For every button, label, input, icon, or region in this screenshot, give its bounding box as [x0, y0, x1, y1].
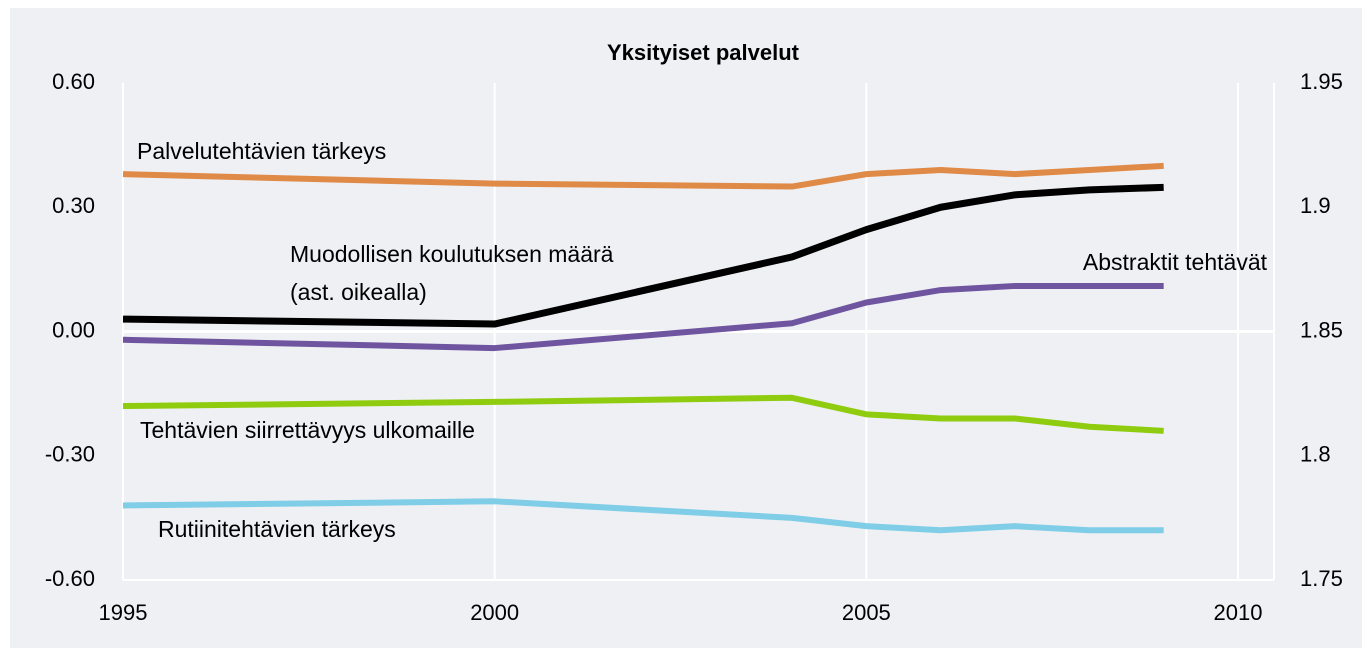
y2-tick-label: 1.85	[1300, 317, 1343, 342]
y-tick-label: -0.30	[45, 442, 95, 467]
x-tick-label: 2000	[470, 600, 519, 625]
y2-tick-label: 1.75	[1300, 566, 1343, 591]
y-tick-label: 0.00	[52, 317, 95, 342]
series-label: Rutiinitehtävien tärkeys	[158, 516, 396, 542]
y2-tick-label: 1.95	[1300, 69, 1343, 94]
series-label: Palvelutehtävien tärkeys	[137, 138, 386, 164]
series-label: Tehtävien siirrettävyys ulkomaille	[140, 417, 475, 443]
y-tick-label: -0.60	[45, 566, 95, 591]
annotation: (ast. oikealla)	[290, 279, 427, 305]
series-label: Muodollisen koulutuksen määrä	[290, 241, 614, 267]
chart-title: Yksityiset palvelut	[607, 40, 800, 65]
y-tick-label: 0.60	[52, 69, 95, 94]
y2-tick-label: 1.9	[1300, 193, 1331, 218]
line-series	[122, 394, 1164, 434]
series-label: Abstraktit tehtävät	[1083, 249, 1268, 275]
line-series	[122, 498, 1164, 534]
x-tick-label: 2010	[1214, 600, 1263, 625]
line-series	[122, 183, 1164, 328]
line-series	[122, 282, 1164, 352]
y2-tick-label: 1.8	[1300, 442, 1331, 467]
x-tick-label: 1995	[99, 600, 148, 625]
background	[10, 8, 1362, 648]
x-tick-label: 2005	[842, 600, 891, 625]
y-tick-label: 0.30	[52, 193, 95, 218]
line-series	[122, 162, 1164, 190]
